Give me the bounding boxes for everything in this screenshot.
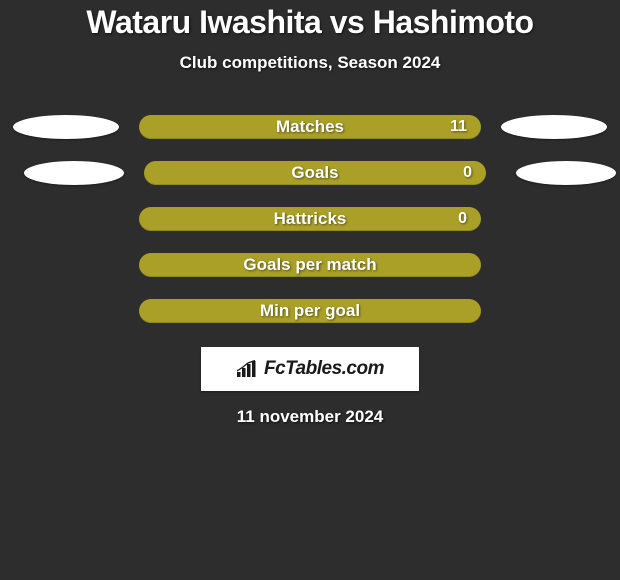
comparison-widget: Wataru Iwashita vs Hashimoto Club compet… (0, 0, 620, 427)
stat-value: 0 (463, 164, 472, 182)
stat-row: Min per goal (0, 299, 620, 323)
stat-label: Goals per match (243, 255, 376, 275)
row-spacer (501, 253, 607, 277)
stat-bar: Goals 0 (144, 161, 486, 185)
stat-value: 11 (450, 118, 467, 136)
stat-value: 0 (458, 210, 467, 228)
stat-label: Matches (276, 117, 344, 137)
date-text: 11 november 2024 (0, 407, 620, 427)
brand-text: FcTables.com (264, 358, 384, 380)
stat-row: Hattricks 0 (0, 207, 620, 231)
stat-row: Matches 11 (0, 115, 620, 139)
page-title: Wataru Iwashita vs Hashimoto (0, 4, 620, 41)
stat-bar: Hattricks 0 (139, 207, 481, 231)
row-spacer (501, 207, 607, 231)
stat-bar: Goals per match (139, 253, 481, 277)
stat-bar: Matches 11 (139, 115, 481, 139)
stat-rows: Matches 11 Goals 0 Hattricks 0 Goal (0, 115, 620, 323)
stat-label: Min per goal (260, 301, 360, 321)
row-spacer (13, 299, 119, 323)
player-ellipse-left (13, 115, 119, 139)
brand-badge: FcTables.com (201, 347, 419, 391)
player-ellipse-right (516, 161, 616, 185)
stat-row: Goals per match (0, 253, 620, 277)
stat-bar: Min per goal (139, 299, 481, 323)
subtitle: Club competitions, Season 2024 (0, 53, 620, 73)
row-spacer (13, 207, 119, 231)
row-spacer (501, 299, 607, 323)
stat-label: Goals (291, 163, 338, 183)
row-spacer (13, 253, 119, 277)
player-ellipse-right (501, 115, 607, 139)
player-ellipse-left (24, 161, 124, 185)
bar-chart-icon (236, 360, 258, 378)
stat-row: Goals 0 (0, 161, 620, 185)
stat-label: Hattricks (274, 209, 347, 229)
